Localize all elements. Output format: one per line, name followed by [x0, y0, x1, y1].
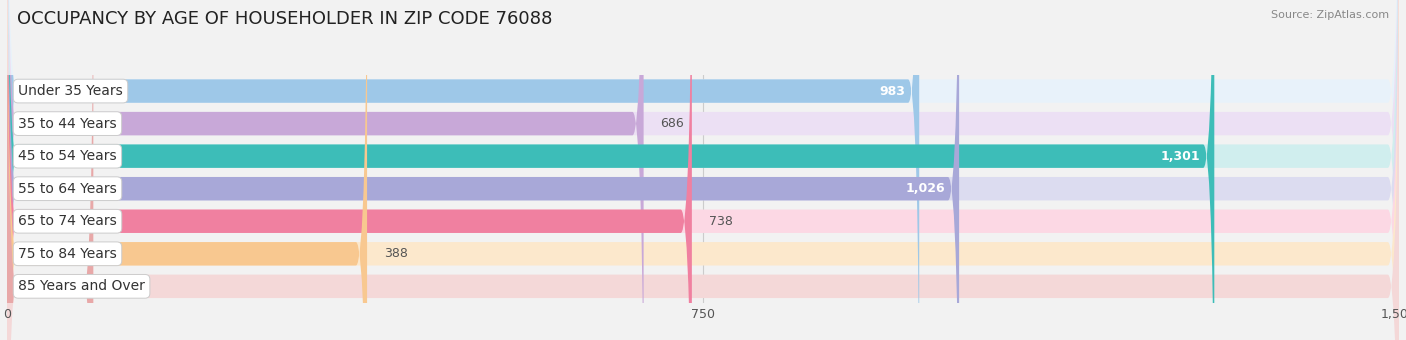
Text: 35 to 44 Years: 35 to 44 Years — [18, 117, 117, 131]
Text: 1,301: 1,301 — [1161, 150, 1201, 163]
Text: 1,026: 1,026 — [905, 182, 945, 195]
Text: 738: 738 — [709, 215, 733, 228]
Text: 65 to 74 Years: 65 to 74 Years — [18, 214, 117, 228]
Text: OCCUPANCY BY AGE OF HOUSEHOLDER IN ZIP CODE 76088: OCCUPANCY BY AGE OF HOUSEHOLDER IN ZIP C… — [17, 10, 553, 28]
Text: 686: 686 — [661, 117, 685, 130]
FancyBboxPatch shape — [7, 0, 1399, 340]
FancyBboxPatch shape — [7, 0, 1215, 340]
FancyBboxPatch shape — [7, 0, 692, 340]
Text: Under 35 Years: Under 35 Years — [18, 84, 122, 98]
FancyBboxPatch shape — [7, 0, 1399, 340]
Text: 75 to 84 Years: 75 to 84 Years — [18, 247, 117, 261]
FancyBboxPatch shape — [7, 0, 1399, 340]
Text: Source: ZipAtlas.com: Source: ZipAtlas.com — [1271, 10, 1389, 20]
FancyBboxPatch shape — [7, 0, 1399, 340]
FancyBboxPatch shape — [7, 0, 1399, 340]
Text: 93: 93 — [110, 280, 125, 293]
Text: 85 Years and Over: 85 Years and Over — [18, 279, 145, 293]
FancyBboxPatch shape — [7, 0, 644, 340]
Text: 45 to 54 Years: 45 to 54 Years — [18, 149, 117, 163]
FancyBboxPatch shape — [7, 0, 1399, 340]
FancyBboxPatch shape — [7, 0, 367, 340]
Text: 983: 983 — [879, 85, 905, 98]
FancyBboxPatch shape — [7, 0, 93, 340]
FancyBboxPatch shape — [7, 0, 1399, 340]
FancyBboxPatch shape — [7, 0, 920, 340]
FancyBboxPatch shape — [7, 0, 959, 340]
Text: 55 to 64 Years: 55 to 64 Years — [18, 182, 117, 196]
Text: 388: 388 — [384, 247, 408, 260]
